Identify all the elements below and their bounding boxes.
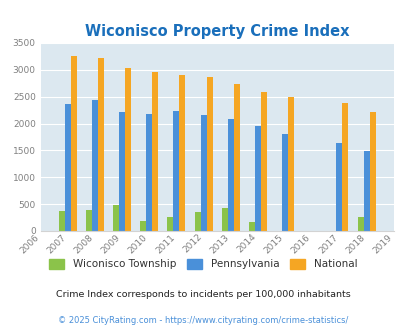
Bar <box>221 208 227 231</box>
Text: Crime Index corresponds to incidents per 100,000 inhabitants: Crime Index corresponds to incidents per… <box>55 290 350 299</box>
Bar <box>70 56 77 231</box>
Bar <box>140 220 146 231</box>
Legend: Wiconisco Township, Pennsylvania, National: Wiconisco Township, Pennsylvania, Nation… <box>45 255 360 274</box>
Bar <box>113 206 119 231</box>
Bar <box>146 114 152 231</box>
Bar <box>233 84 239 231</box>
Bar <box>86 210 92 231</box>
Bar <box>206 77 212 231</box>
Title: Wiconisco Property Crime Index: Wiconisco Property Crime Index <box>85 24 349 39</box>
Bar <box>125 68 131 231</box>
Bar <box>167 217 173 231</box>
Bar <box>179 75 185 231</box>
Bar <box>369 113 375 231</box>
Bar <box>98 58 104 231</box>
Bar <box>152 73 158 231</box>
Bar <box>336 143 342 231</box>
Bar <box>281 134 288 231</box>
Bar <box>65 104 70 231</box>
Bar <box>363 151 369 231</box>
Bar <box>119 112 125 231</box>
Bar <box>173 111 179 231</box>
Bar <box>357 217 363 231</box>
Bar <box>342 103 347 231</box>
Bar <box>59 211 65 231</box>
Bar <box>200 115 206 231</box>
Bar <box>194 212 200 231</box>
Bar <box>254 126 260 231</box>
Bar <box>288 97 293 231</box>
Bar <box>248 222 254 231</box>
Bar <box>260 91 266 231</box>
Text: © 2025 CityRating.com - https://www.cityrating.com/crime-statistics/: © 2025 CityRating.com - https://www.city… <box>58 316 347 325</box>
Bar <box>227 119 233 231</box>
Bar <box>92 100 98 231</box>
